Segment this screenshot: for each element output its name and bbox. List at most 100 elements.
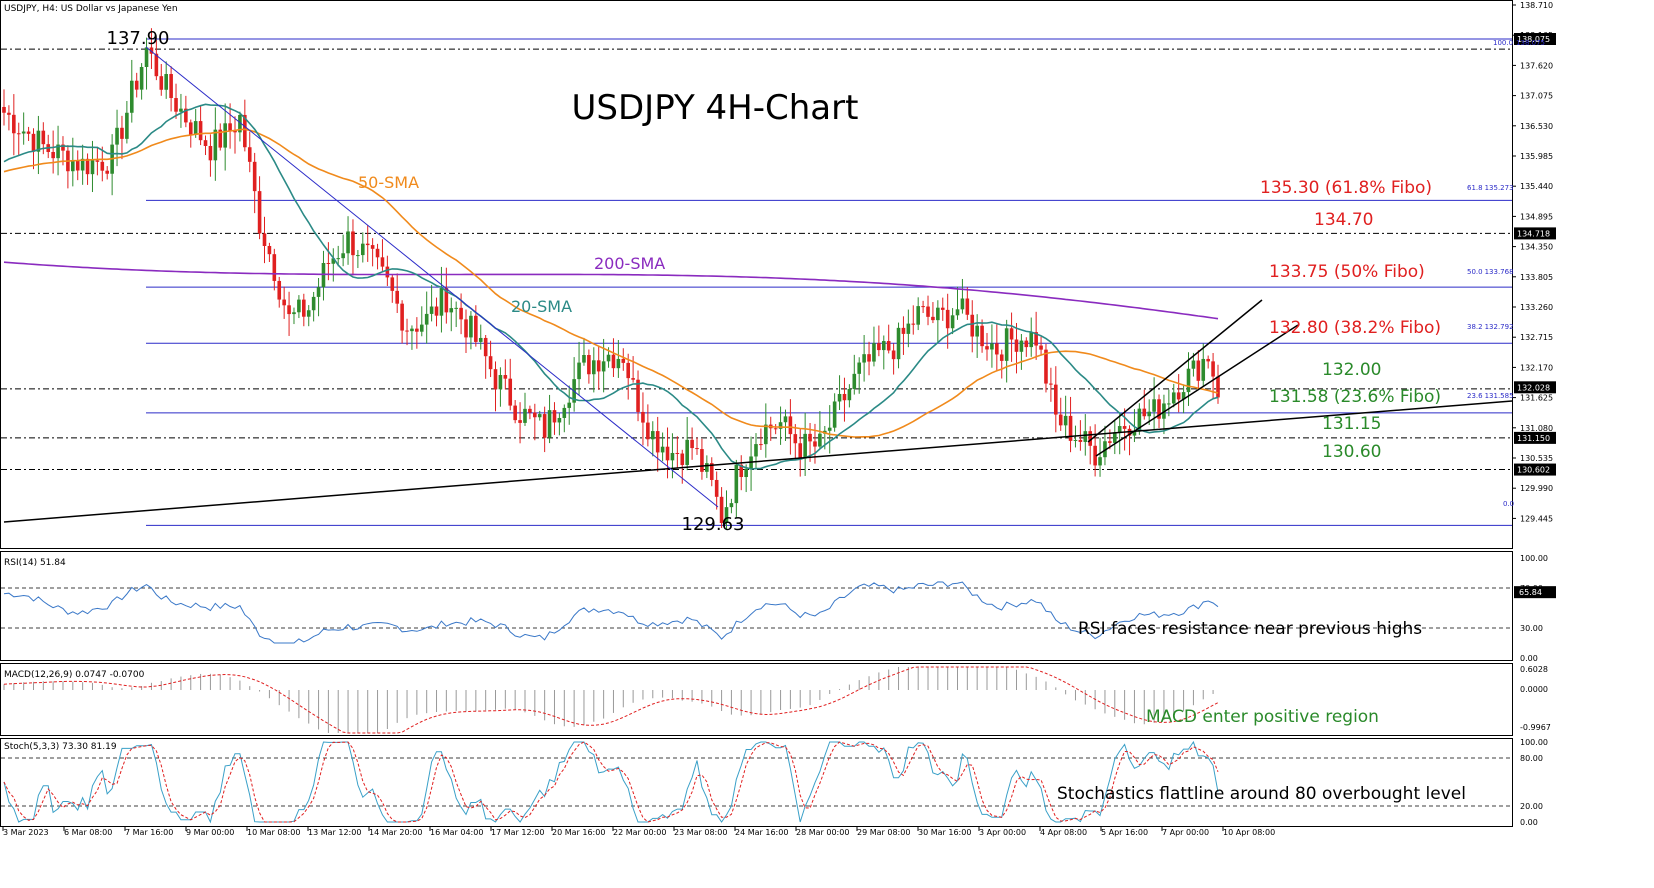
- price-tick-label: 138.710: [1520, 1, 1553, 10]
- candle-body: [134, 80, 139, 90]
- rsi-value-box: [1514, 586, 1556, 599]
- candle-body: [1054, 384, 1058, 415]
- candle-body: [1093, 445, 1097, 466]
- candle-body: [139, 66, 144, 90]
- candle-body: [16, 133, 21, 135]
- price-box-label: 134.718: [1517, 229, 1550, 238]
- stoch-tick-label: 20.00: [1520, 802, 1543, 811]
- candle-body: [1098, 457, 1102, 466]
- candle-body: [1147, 411, 1151, 417]
- candle-body: [375, 248, 380, 258]
- time-tick-label: 10 Mar 08:00: [247, 828, 300, 837]
- candle-body: [1181, 392, 1186, 400]
- fib-000-label: 0.0: [1503, 500, 1514, 508]
- low-label: 129.63: [682, 514, 745, 535]
- candle-body: [793, 434, 798, 444]
- candle-body: [213, 129, 218, 161]
- candle-body: [1216, 376, 1220, 398]
- price-box: [1514, 431, 1556, 444]
- candle-body: [483, 337, 488, 357]
- candle-body: [813, 441, 817, 447]
- time-tick-label: 17 Mar 12:00: [491, 828, 544, 837]
- candle-body: [562, 407, 567, 418]
- candle-body: [385, 266, 390, 278]
- candle-body: [705, 463, 709, 472]
- candle-body: [764, 424, 768, 445]
- candle-body: [302, 299, 306, 317]
- candle-body: [306, 310, 311, 317]
- candle-body: [1176, 392, 1181, 400]
- time-tick-label: 7 Apr 00:00: [1162, 828, 1209, 837]
- candle-body: [488, 356, 493, 370]
- stoch-label: Stoch(5,3,3) 73.30 81.19: [4, 742, 117, 752]
- candle-body: [695, 448, 699, 450]
- candle-body: [41, 130, 46, 145]
- price-box-label: 132.028: [1517, 383, 1550, 392]
- candle-body: [184, 108, 188, 123]
- candle-body: [660, 446, 665, 453]
- candle-body: [164, 74, 168, 90]
- candle-body: [881, 341, 886, 351]
- candle-body: [429, 306, 434, 314]
- candle-body: [621, 358, 626, 363]
- candle-body: [311, 296, 316, 311]
- candle-body: [872, 343, 876, 362]
- candle-body: [754, 444, 758, 457]
- candle-body: [901, 327, 906, 334]
- candle-body: [144, 47, 149, 67]
- time-tick-label: 3 Mar 2023: [3, 828, 49, 837]
- level-135-30: 135.30 (61.8% Fibo): [1260, 178, 1432, 198]
- candle-body: [238, 114, 242, 133]
- candle-body: [179, 108, 183, 112]
- indicators: [1, 581, 1512, 824]
- candle-body: [1201, 358, 1206, 381]
- stoch-note: Stochastics flattline around 80 overboug…: [1057, 784, 1466, 804]
- candle-body: [867, 354, 871, 362]
- candle-body: [906, 323, 911, 334]
- candle-body: [783, 416, 788, 423]
- fib-100-label: 100.0 138.075: [1493, 39, 1545, 47]
- candle-body: [690, 439, 694, 449]
- candle-body: [808, 433, 812, 442]
- candle-body: [591, 360, 596, 375]
- candle-body: [965, 298, 970, 315]
- candle-body: [1088, 431, 1093, 446]
- level-132-00: 132.00: [1322, 360, 1381, 380]
- price-tick-label: 135.985: [1520, 152, 1553, 161]
- time-tick-label: 3 Apr 00:00: [979, 828, 1026, 837]
- candle-body: [631, 378, 635, 380]
- time-tick-label: 24 Mar 16:00: [735, 828, 788, 837]
- candle-body: [798, 443, 803, 459]
- candle-body: [557, 417, 562, 423]
- candle-body: [1206, 358, 1210, 362]
- price-tick-label: 129.445: [1520, 514, 1553, 523]
- price-tick-label: 137.620: [1520, 61, 1553, 70]
- candle-body: [862, 354, 866, 363]
- candle-body: [336, 258, 341, 260]
- candle-body: [469, 315, 473, 338]
- candle-body: [193, 121, 198, 135]
- candle-body: [1049, 383, 1053, 385]
- rsi-panel: [0, 551, 1513, 661]
- candle-body: [596, 360, 601, 372]
- candle-body: [665, 446, 670, 461]
- candle-body: [916, 306, 920, 325]
- candle-body: [169, 74, 173, 99]
- sma20-line: [3, 103, 1219, 470]
- price-tick-label: 133.805: [1520, 273, 1553, 282]
- candle-body: [1058, 414, 1063, 426]
- candle-body: [724, 507, 729, 523]
- time-tick-label: 5 Apr 16:00: [1101, 828, 1148, 837]
- candle-body: [759, 444, 763, 446]
- candle-body: [1063, 415, 1068, 426]
- candle-body: [252, 161, 257, 192]
- candle-body: [498, 375, 503, 390]
- candle-body: [1039, 345, 1043, 350]
- candle-body: [267, 245, 272, 255]
- candle-body: [1142, 408, 1147, 417]
- time-tick-label: 13 Mar 12:00: [308, 828, 361, 837]
- price-tick-label: 133.260: [1520, 303, 1553, 312]
- main-panel: [0, 0, 1513, 549]
- candle-body: [316, 287, 321, 297]
- candle-body: [85, 158, 90, 175]
